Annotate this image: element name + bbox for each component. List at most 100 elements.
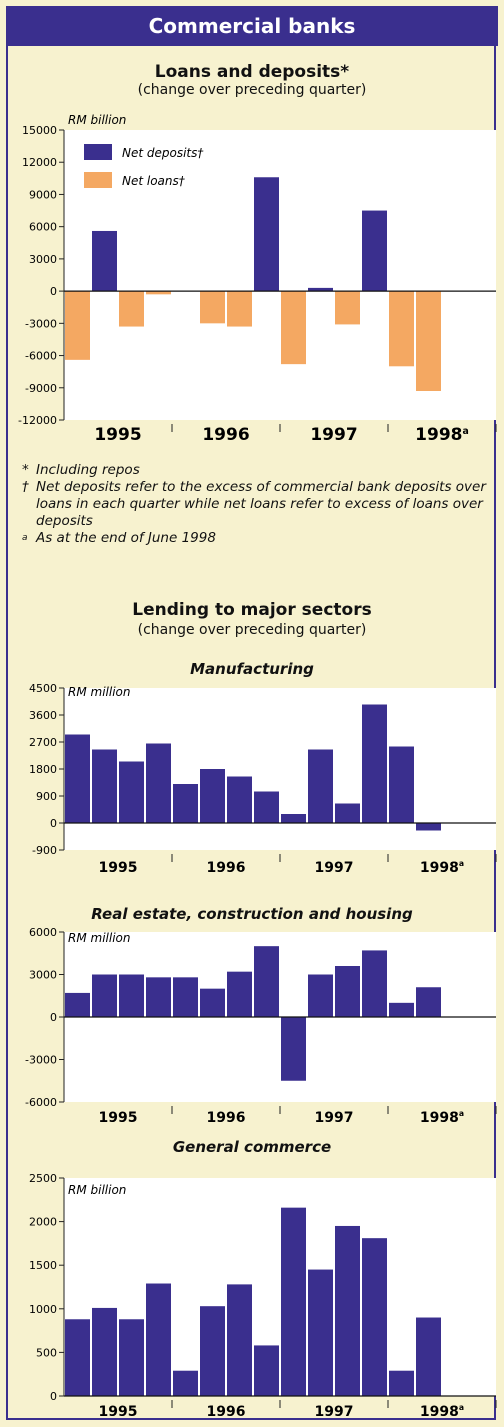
bar (416, 291, 441, 391)
footnote-repos: * Including repos (22, 462, 492, 479)
y-tick-label: 6000 (29, 221, 57, 234)
bar (389, 291, 414, 367)
y-tick-label: 1800 (29, 763, 57, 776)
bar (200, 988, 225, 1017)
y-tick-label: 6000 (29, 926, 57, 939)
bar (65, 734, 90, 823)
y-tick-label: -6000 (25, 350, 57, 363)
footnote-text: As at the end of June 1998 (36, 530, 216, 546)
bar (416, 987, 441, 1017)
footnote-mark: a (22, 533, 28, 543)
x-year-label: 1995 (99, 860, 138, 876)
bar (200, 769, 225, 823)
x-year-label: 1996 (207, 1404, 246, 1420)
bar (119, 291, 144, 327)
bar (173, 977, 198, 1017)
series-netloans (65, 291, 441, 391)
y-tick-label: -900 (32, 844, 57, 857)
footnote-text: Including repos (36, 462, 140, 478)
bar (92, 230, 117, 292)
footnote-mark: * (22, 462, 29, 478)
x-year-label: 1995 (99, 1404, 138, 1420)
section1-title: Loans and deposits* (154, 62, 350, 82)
header-title: Commercial banks (148, 14, 356, 38)
bar (119, 1319, 144, 1396)
series-main (65, 1207, 441, 1396)
general-commerce-chart: 2500 2000 1500 1000 500 0 RM billion 1995 1996 19… (29, 1172, 497, 1420)
manufacturing-title: Manufacturing (190, 660, 314, 678)
x-year-label: 1995 (99, 1110, 138, 1126)
y-unit-label: RM million (68, 685, 130, 699)
bar (254, 1345, 279, 1396)
bar (227, 971, 252, 1017)
y-tick-label: 900 (36, 790, 57, 803)
bar (308, 974, 333, 1017)
y-tick-label: 9000 (29, 188, 57, 201)
bar (173, 1370, 198, 1396)
bar (281, 291, 306, 365)
series-main (65, 946, 441, 1081)
x-year-label: 1996 (207, 1110, 246, 1126)
bar (335, 291, 360, 325)
bar (227, 776, 252, 823)
y-tick-label: 1500 (29, 1259, 57, 1272)
bar (254, 946, 279, 1017)
bar (362, 704, 387, 823)
bar (254, 791, 279, 823)
y-tick-label: 3000 (29, 253, 57, 266)
bar (362, 210, 387, 292)
bar (281, 1207, 306, 1396)
bar (308, 749, 333, 823)
bar (362, 950, 387, 1017)
y-tick-label: 4500 (29, 682, 57, 695)
general-commerce-title: General commerce (172, 1138, 332, 1156)
y-tick-label: 3600 (29, 709, 57, 722)
series-main (65, 704, 441, 831)
bar (335, 966, 360, 1017)
x-year-label: 1997 (315, 1110, 354, 1126)
y-unit-label: RM billion (68, 1183, 126, 1197)
y-tick-label: 2700 (29, 736, 57, 749)
section2-subtitle: (change over preceding quarter) (137, 622, 367, 638)
bar (389, 746, 414, 823)
bar (65, 291, 90, 360)
x-year-label: 1998a (420, 859, 464, 876)
bar (281, 814, 306, 823)
header-banner: Commercial banks (6, 6, 498, 46)
bar (389, 1002, 414, 1017)
bar (146, 291, 171, 295)
y-tick-label: 0 (50, 1011, 57, 1024)
x-year-label: 1997 (315, 860, 354, 876)
bar (416, 1317, 441, 1396)
x-year-label: 1998a (415, 425, 469, 445)
y-tick-label: 500 (36, 1346, 57, 1359)
legend-swatch (84, 144, 112, 160)
y-tick-label: -6000 (25, 1096, 57, 1109)
bar (335, 1225, 360, 1396)
manufacturing-chart: 4500 3600 2700 1800 900 0 -900 RM million 1995 19… (29, 682, 497, 876)
bar (92, 1307, 117, 1396)
bar (308, 287, 333, 292)
bar (173, 784, 198, 823)
bar (119, 974, 144, 1017)
bar (227, 291, 252, 327)
bar (92, 749, 117, 823)
y-tick-label: 2000 (29, 1216, 57, 1229)
bar (119, 761, 144, 823)
legend-label: Net loans† (122, 174, 186, 188)
footnote-as-at: a As at the end of June 1998 (22, 530, 492, 547)
bar (146, 743, 171, 823)
bar (335, 803, 360, 823)
bar (146, 1283, 171, 1396)
y-tick-label: -3000 (25, 317, 57, 330)
x-year-label: 1996 (202, 425, 249, 445)
y-tick-label: 3000 (29, 969, 57, 982)
bar (308, 1269, 333, 1396)
loans-deposits-chart: 15000 12000 9000 6000 3000 0 -3000 -6000 -9000 -1… (18, 113, 497, 445)
bar (92, 974, 117, 1017)
y-tick-label: -12000 (18, 414, 57, 427)
bar (146, 977, 171, 1017)
legend-label: Net deposits† (122, 146, 204, 160)
y-tick-label: 0 (50, 285, 57, 298)
bar (65, 992, 90, 1017)
